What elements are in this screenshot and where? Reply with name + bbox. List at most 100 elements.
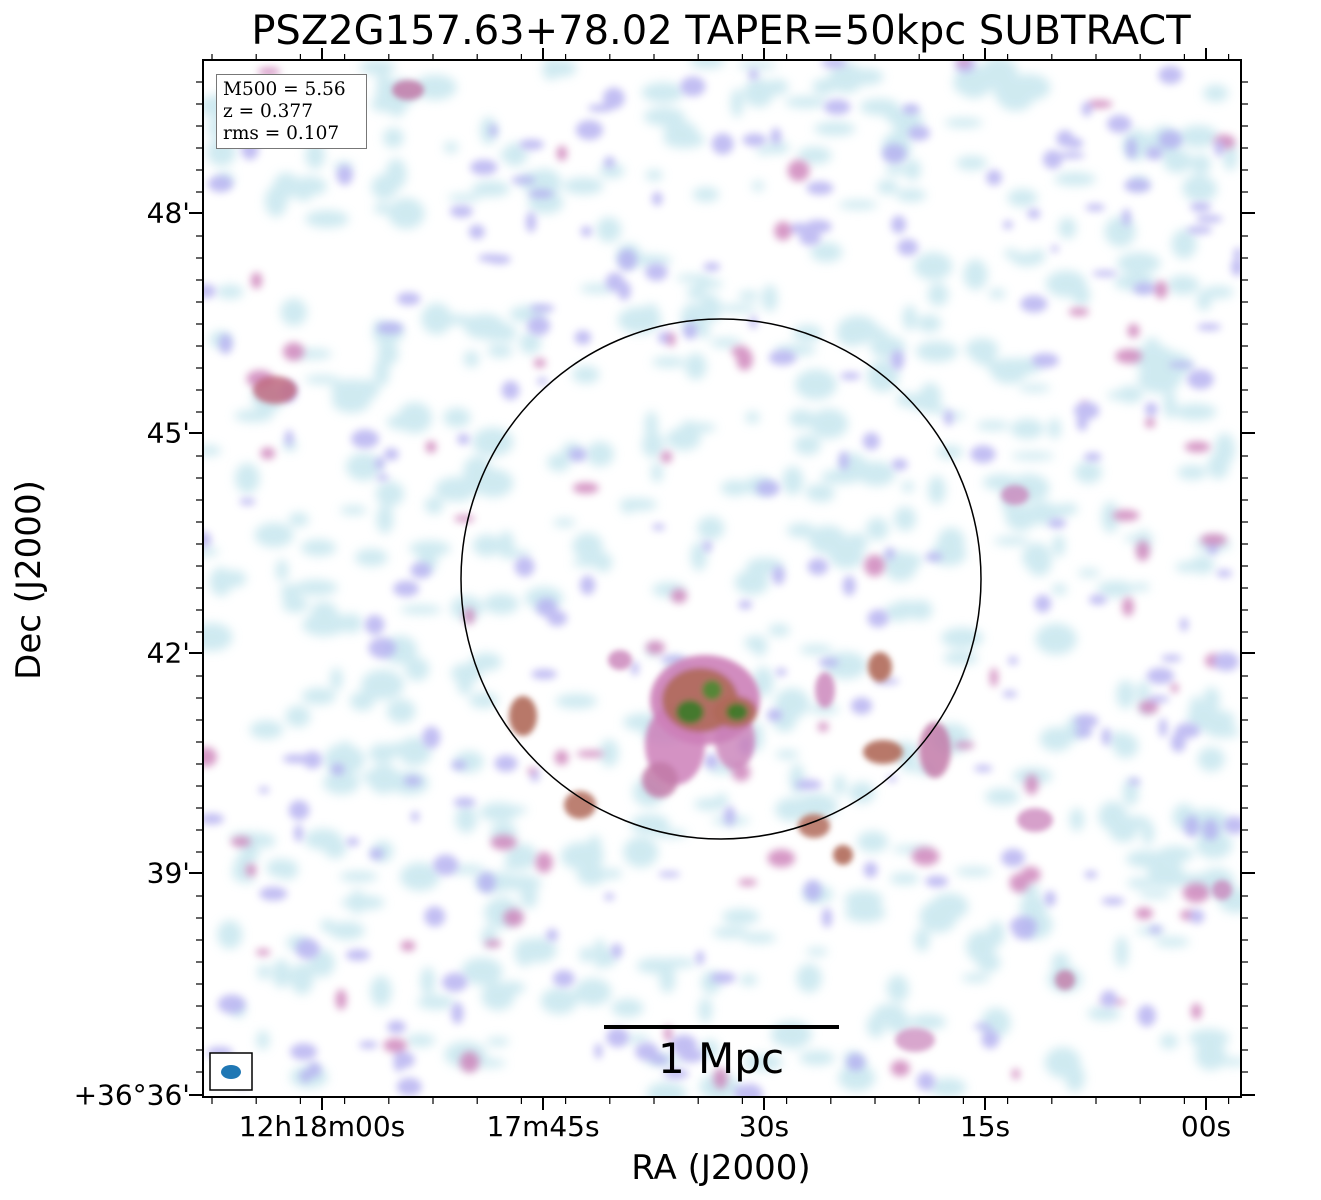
noise-blob: [397, 402, 432, 434]
noise-blob: [1058, 217, 1077, 239]
noise-blob: [866, 1013, 886, 1038]
noise-blob: [376, 474, 389, 481]
noise-blob: [789, 222, 808, 234]
noise-blob: [993, 536, 1030, 546]
noise-blob: [1128, 778, 1141, 786]
noise-blob: [772, 565, 785, 585]
noise-blob: [579, 283, 616, 294]
noise-blob: [472, 534, 502, 557]
noise-blob: [646, 1082, 687, 1097]
noise-blob: [1182, 882, 1210, 903]
redshift-text: z = 0.377: [223, 101, 313, 122]
noise-blob: [497, 324, 517, 342]
noise-blob: [703, 262, 721, 272]
noise-blob: [651, 191, 663, 206]
noise-blob: [291, 176, 328, 196]
noise-blob: [806, 181, 834, 195]
noise-blob: [838, 1064, 876, 1092]
noise-blob: [651, 462, 663, 483]
noise-blob: [1101, 727, 1111, 746]
noise-blob: [463, 350, 480, 368]
noise-blob: [288, 512, 309, 527]
noise-blob: [499, 149, 529, 162]
noise-blob: [1162, 149, 1193, 173]
noise-blob: [1112, 509, 1140, 521]
noise-blob: [290, 963, 314, 995]
noise-blob: [986, 169, 1002, 186]
noise-blob: [386, 699, 416, 724]
x-tick-label: 15s: [959, 1110, 1011, 1143]
noise-blob: [602, 87, 625, 109]
noise-blob: [257, 834, 276, 848]
noise-blob: [679, 1048, 704, 1063]
noise-blob: [845, 533, 868, 553]
noise-blob: [736, 348, 753, 371]
noise-blob: [914, 928, 930, 952]
noise-blob: [1002, 690, 1018, 698]
noise-blob: [450, 595, 484, 621]
noise-blob: [586, 441, 614, 467]
noise-blob: [1141, 820, 1155, 845]
noise-blob: [468, 224, 485, 240]
noise-blob: [1122, 778, 1139, 806]
noise-blob: [670, 588, 688, 604]
noise-blob: [1047, 418, 1061, 439]
noise-blob: [341, 895, 385, 910]
noise-blob: [1088, 594, 1107, 605]
noise-blob: [443, 141, 459, 153]
noise-blob: [368, 637, 397, 659]
noise-blob: [331, 388, 371, 413]
noise-blob: [1081, 101, 1093, 117]
noise-blob: [623, 836, 659, 868]
noise-blob: [1187, 369, 1214, 390]
noise-blob: [1179, 617, 1189, 632]
noise-blob: [1178, 125, 1219, 148]
noise-blob: [1026, 548, 1052, 576]
noise-blob: [953, 741, 975, 749]
noise-blob: [463, 607, 475, 625]
noise-blob: [435, 476, 478, 502]
noise-blob: [1001, 848, 1025, 867]
noise-blob: [666, 427, 701, 451]
noise-blob: [768, 624, 790, 637]
noise-blob: [470, 652, 502, 671]
noise-blob: [400, 605, 442, 615]
noise-blob: [351, 429, 380, 449]
noise-blob: [738, 600, 753, 610]
noise-blob: [916, 1072, 936, 1091]
cluster-emission-layer: [253, 80, 1232, 1052]
noise-blob: [974, 356, 997, 365]
noise-blob: [1020, 295, 1048, 313]
noise-blob: [413, 74, 457, 100]
noise-blob: [782, 466, 804, 496]
noise-blob: [862, 432, 880, 451]
noise-blob: [410, 562, 432, 579]
noise-blob: [520, 937, 557, 963]
noise-blob: [1231, 258, 1241, 277]
noise-blob: [535, 598, 558, 617]
noise-blob: [374, 457, 385, 470]
noise-blob: [1031, 353, 1059, 368]
noise-blob: [1202, 818, 1219, 841]
noise-blob: [349, 691, 375, 711]
noise-blob: [359, 60, 396, 75]
noise-blob: [302, 751, 322, 769]
noise-blob: [580, 226, 593, 237]
noise-blob: [730, 88, 744, 118]
noise-blob: [498, 981, 526, 995]
noise-blob: [234, 409, 274, 423]
noise-blob: [981, 1029, 999, 1049]
noise-purple-layer: [203, 60, 1241, 1097]
noise-blob: [424, 906, 446, 927]
noise-blob: [525, 211, 537, 233]
noise-blob: [572, 482, 599, 494]
cluster-info-box: M500 = 5.56 z = 0.377 rms = 0.107: [216, 74, 367, 149]
noise-blob: [511, 176, 536, 185]
noise-blob: [273, 172, 299, 199]
scalebar-label: 1 Mpc: [657, 1034, 785, 1083]
noise-blob: [1195, 1040, 1226, 1071]
noise-blob: [929, 1078, 967, 1097]
noise-blob: [611, 943, 623, 959]
noise-blob: [696, 279, 724, 289]
noise-blob: [897, 238, 919, 256]
